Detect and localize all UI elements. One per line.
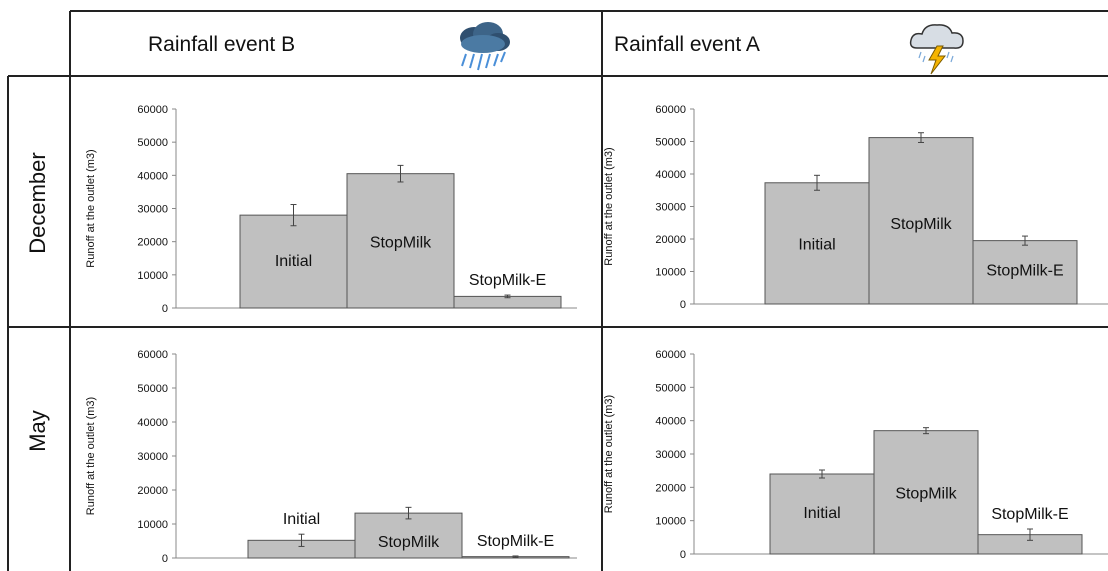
rain-drops <box>461 51 506 71</box>
bar-label: StopMilk <box>890 216 952 233</box>
y-tick-label: 40000 <box>655 416 686 428</box>
thunder-cloud-shape <box>909 24 964 49</box>
y-tick-label: 0 <box>162 303 168 315</box>
bar-label: StopMilk <box>895 486 957 503</box>
bar-label: StopMilk <box>378 534 440 551</box>
y-tick-label: 20000 <box>137 237 168 249</box>
y-axis-label: Runoff at the outlet (m3) <box>85 397 97 515</box>
bar-label: StopMilk-E <box>469 272 546 289</box>
row-header-december: December <box>25 152 50 254</box>
y-tick-label: 50000 <box>137 137 168 149</box>
bar-stopmilk <box>873 430 979 555</box>
y-tick-label: 10000 <box>655 516 686 528</box>
thunderstorm-cloud-icon <box>909 24 964 75</box>
y-tick-label: 20000 <box>137 485 168 497</box>
y-tick-label: 0 <box>162 553 168 565</box>
bar-label: StopMilk-E <box>991 506 1068 523</box>
column-header-event-a: Rainfall event A <box>614 33 760 56</box>
y-tick-label: 50000 <box>137 383 168 395</box>
bar-label: Initial <box>803 505 840 522</box>
y-tick-label: 20000 <box>655 234 686 246</box>
y-tick-label: 20000 <box>655 482 686 494</box>
y-axis-label: Runoff at the outlet (m3) <box>603 147 615 265</box>
thunder-rain-drops <box>918 51 954 63</box>
y-tick-label: 50000 <box>655 382 686 394</box>
row-header-may: May <box>25 410 50 452</box>
bar-initial <box>769 473 875 555</box>
y-tick-label: 60000 <box>655 104 686 116</box>
y-tick-label: 10000 <box>137 270 168 282</box>
y-axis-label: Runoff at the outlet (m3) <box>603 395 615 513</box>
y-tick-label: 60000 <box>137 349 168 361</box>
y-tick-label: 30000 <box>655 202 686 214</box>
bar-label: StopMilk <box>370 235 432 252</box>
y-tick-label: 0 <box>680 299 686 311</box>
rain-cloud-shape <box>460 22 510 53</box>
y-tick-label: 10000 <box>137 519 168 531</box>
y-tick-label: 50000 <box>655 137 686 149</box>
y-tick-label: 60000 <box>655 349 686 361</box>
y-tick-label: 0 <box>680 549 686 561</box>
bar-label: Initial <box>798 236 835 253</box>
y-tick-label: 10000 <box>655 267 686 279</box>
y-axis-label: Runoff at the outlet (m3) <box>85 149 97 267</box>
lightning-bolt <box>928 45 947 75</box>
bar-stopmilk <box>346 173 455 309</box>
y-tick-label: 60000 <box>137 104 168 116</box>
y-tick-label: 40000 <box>137 170 168 182</box>
chart-may-event-a: 0 10000 20000 30000 40000 50000 60000 Runoff at… <box>603 349 1108 561</box>
column-header-event-b: Rainfall event B <box>148 33 296 56</box>
chart-december-event-a: 0 10000 20000 30000 40000 50000 60000 Runoff at… <box>603 104 1108 311</box>
bar-initial <box>764 182 870 305</box>
bar-label: StopMilk-E <box>477 533 554 550</box>
chart-may-event-b: 0 10000 20000 30000 40000 50000 60000 Runoff at… <box>85 349 577 565</box>
y-tick-label: 30000 <box>655 449 686 461</box>
rain-cloud-icon <box>460 22 510 71</box>
bar-label: StopMilk-E <box>986 262 1063 279</box>
bar-label: Initial <box>275 253 312 270</box>
y-tick-label: 30000 <box>137 204 168 216</box>
y-tick-label: 30000 <box>137 451 168 463</box>
bar-label: Initial <box>283 511 320 528</box>
y-tick-label: 40000 <box>137 417 168 429</box>
chart-december-event-b: 0 10000 20000 30000 40000 50000 60000 Runoff at… <box>85 104 577 315</box>
bar-stopmilk <box>868 137 974 305</box>
bar-stopmilk-e <box>972 240 1078 305</box>
y-tick-label: 40000 <box>655 169 686 181</box>
bar-stopmilk <box>354 512 463 559</box>
